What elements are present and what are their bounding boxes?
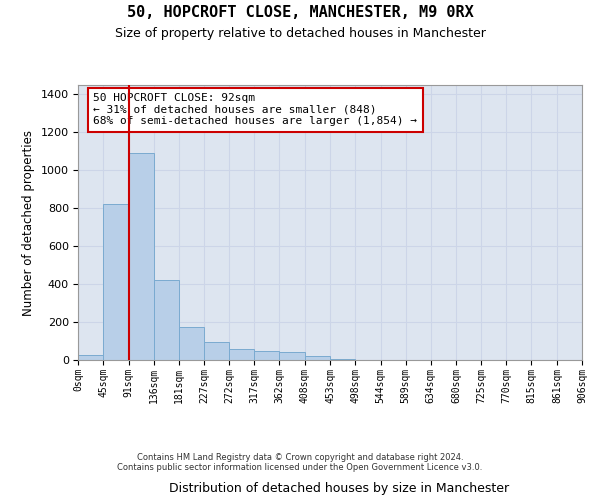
Bar [229, 348, 254, 360]
Text: Size of property relative to detached houses in Manchester: Size of property relative to detached ho… [115, 28, 485, 40]
Bar [204, 342, 229, 360]
Bar [154, 280, 179, 360]
Text: 50, HOPCROFT CLOSE, MANCHESTER, M9 0RX: 50, HOPCROFT CLOSE, MANCHESTER, M9 0RX [127, 5, 473, 20]
Bar [78, 356, 103, 360]
Text: 50 HOPCROFT CLOSE: 92sqm
← 31% of detached houses are smaller (848)
68% of semi-: 50 HOPCROFT CLOSE: 92sqm ← 31% of detach… [93, 93, 417, 126]
Bar [128, 154, 154, 360]
Bar [280, 352, 305, 360]
Bar [254, 350, 280, 360]
Text: Contains HM Land Registry data © Crown copyright and database right 2024.
Contai: Contains HM Land Registry data © Crown c… [118, 453, 482, 472]
Bar [330, 359, 355, 360]
Y-axis label: Number of detached properties: Number of detached properties [22, 130, 35, 316]
Text: Distribution of detached houses by size in Manchester: Distribution of detached houses by size … [169, 482, 509, 495]
Bar [179, 327, 204, 360]
Bar [103, 204, 128, 360]
Bar [305, 356, 330, 360]
